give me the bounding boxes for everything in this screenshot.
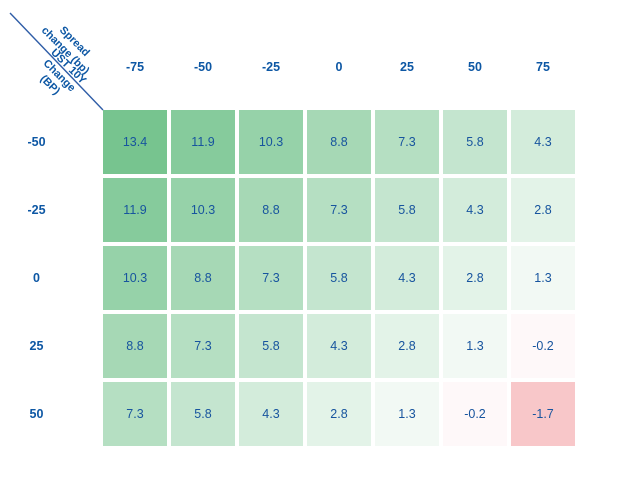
corner-spacer	[0, 55, 99, 79]
heatmap-cell: 11.9	[103, 178, 167, 242]
column-header-row: -75 -50 -25 0 25 50 75	[0, 55, 575, 79]
heatmap-cell: 4.3	[375, 246, 439, 310]
heatmap-cell: 2.8	[375, 314, 439, 378]
heatmap-grid: -50 13.4 11.9 10.3 8.8 7.3 5.8 4.3 -25 11.9 10.3 8.…	[0, 110, 575, 446]
heatmap-cell: 10.3	[239, 110, 303, 174]
column-header: -50	[193, 60, 213, 74]
heatmap-cell: 2.8	[307, 382, 371, 446]
heatmap-cell: 1.3	[375, 382, 439, 446]
row-header: -50	[27, 135, 46, 149]
heatmap-cell: 5.8	[239, 314, 303, 378]
heatmap-cell: 8.8	[103, 314, 167, 378]
row-header: -25	[27, 203, 46, 217]
heatmap-cell: 10.3	[171, 178, 235, 242]
heatmap-cell: 5.8	[171, 382, 235, 446]
column-header: 75	[536, 60, 550, 74]
heatmap-cell: 10.3	[103, 246, 167, 310]
row-header: 50	[29, 407, 44, 421]
heatmap-cell: -0.2	[511, 314, 575, 378]
heatmap-cell: 7.3	[375, 110, 439, 174]
column-header: 0	[335, 60, 343, 74]
heatmap-cell: 5.8	[443, 110, 507, 174]
row-header: 0	[33, 271, 40, 285]
heatmap-cell: -0.2	[443, 382, 507, 446]
heatmap-cell: 4.3	[239, 382, 303, 446]
heatmap-cell: 8.8	[307, 110, 371, 174]
axis-diagonal-divider	[9, 12, 104, 111]
heatmap-cell: 7.3	[171, 314, 235, 378]
heatmap-cell: 11.9	[171, 110, 235, 174]
heatmap-cell: -1.7	[511, 382, 575, 446]
heatmap-cell: 7.3	[239, 246, 303, 310]
column-header: -75	[125, 60, 145, 74]
heatmap-cell: 4.3	[511, 110, 575, 174]
row-header: 25	[29, 339, 44, 353]
heatmap-cell: 1.3	[511, 246, 575, 310]
heatmap-cell: 13.4	[103, 110, 167, 174]
column-header: 50	[468, 60, 482, 74]
heatmap-cell: 5.8	[307, 246, 371, 310]
heatmap-cell: 8.8	[171, 246, 235, 310]
heatmap-cell: 4.3	[307, 314, 371, 378]
column-header: 25	[400, 60, 414, 74]
heatmap-cell: 4.3	[443, 178, 507, 242]
heatmap-cell: 1.3	[443, 314, 507, 378]
heatmap-cell: 8.8	[239, 178, 303, 242]
column-header: -25	[261, 60, 281, 74]
heatmap-cell: 2.8	[511, 178, 575, 242]
heatmap-cell: 5.8	[375, 178, 439, 242]
heatmap-cell: 7.3	[103, 382, 167, 446]
heatmap-cell: 2.8	[443, 246, 507, 310]
heatmap-cell: 7.3	[307, 178, 371, 242]
